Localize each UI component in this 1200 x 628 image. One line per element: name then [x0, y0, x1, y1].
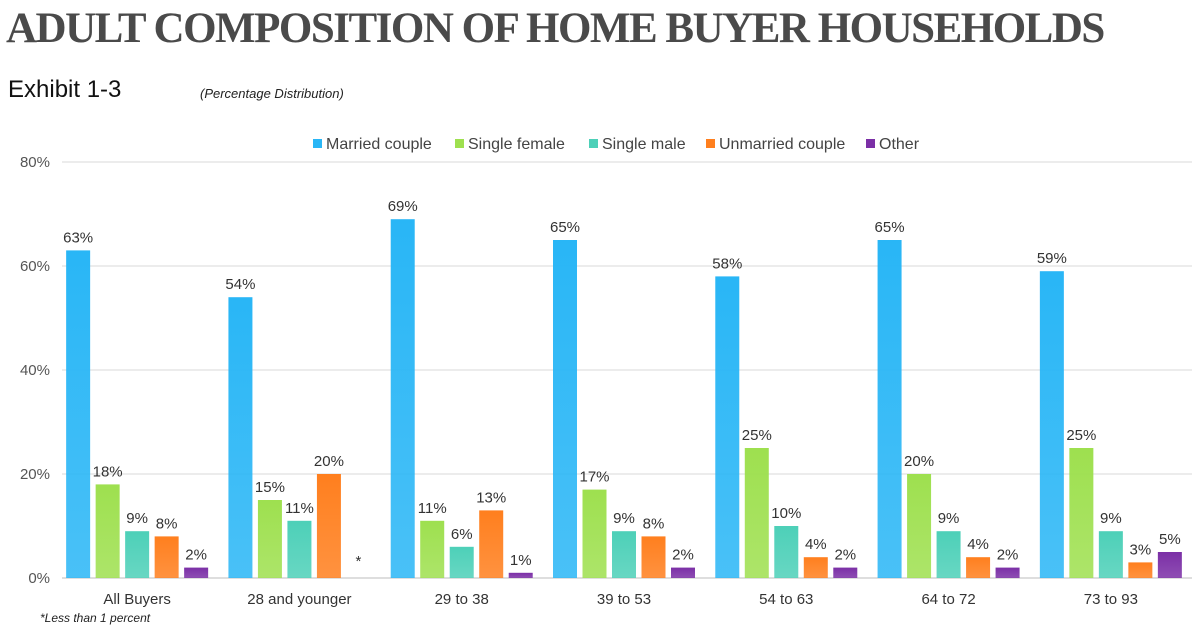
legend-swatch	[589, 139, 598, 148]
data-label: 20%	[904, 453, 934, 470]
data-label: 8%	[156, 515, 178, 532]
legend-entry: Single male	[602, 136, 686, 153]
bar-single-female	[907, 474, 932, 578]
bar-single-male	[936, 531, 961, 578]
data-label: 11%	[285, 500, 314, 517]
data-label: 18%	[93, 463, 123, 480]
data-label: 8%	[643, 515, 665, 532]
page-title: ADULT COMPOSITION OF HOME BUYER HOUSEHOL…	[6, 5, 1105, 52]
legend-entry: Married couple	[326, 136, 432, 153]
data-label: 25%	[1066, 427, 1096, 444]
data-label: 63%	[63, 229, 93, 246]
legend-swatch	[706, 139, 715, 148]
bar-unmarried-couple	[479, 510, 504, 578]
bar-single-female	[95, 484, 120, 578]
data-label: 2%	[997, 547, 1019, 564]
footnote: *Less than 1 percent	[40, 611, 151, 625]
bar-unmarried-couple	[641, 536, 666, 578]
bar-unmarried-couple	[154, 536, 179, 578]
data-label: 69%	[388, 198, 418, 215]
bar-married-couple	[553, 240, 577, 578]
data-label: *	[356, 553, 362, 570]
legend-entry: Unmarried couple	[719, 136, 845, 153]
bar-other	[508, 572, 533, 578]
data-label: 4%	[805, 536, 827, 553]
legend-swatch	[313, 139, 322, 148]
bar-single-female	[744, 448, 769, 578]
y-tick-label: 20%	[20, 466, 50, 483]
x-category-label: 54 to 63	[759, 591, 813, 608]
y-tick-label: 0%	[28, 570, 50, 587]
data-label: 20%	[314, 453, 344, 470]
legend-swatch	[455, 139, 464, 148]
data-label: 9%	[126, 510, 148, 527]
data-label: 15%	[255, 479, 285, 496]
data-label: 65%	[875, 219, 905, 236]
bar-married-couple	[877, 240, 902, 578]
bar-single-female	[1069, 448, 1094, 578]
data-label: 2%	[672, 547, 694, 564]
x-category-label: 29 to 38	[435, 591, 489, 608]
data-label: 54%	[225, 276, 255, 293]
bar-unmarried-couple	[1128, 562, 1153, 578]
data-label: 1%	[510, 552, 532, 569]
bar-single-male	[287, 520, 312, 578]
data-label: 9%	[938, 510, 960, 527]
bar-other	[833, 567, 858, 578]
data-label: 6%	[451, 526, 473, 543]
data-label: 2%	[185, 547, 207, 564]
data-label: 65%	[550, 219, 580, 236]
data-label: 25%	[742, 427, 772, 444]
bar-other	[184, 567, 209, 578]
y-tick-label: 40%	[20, 362, 50, 379]
data-label: 17%	[579, 469, 609, 486]
bar-other	[671, 567, 695, 578]
exhibit-label: Exhibit 1-3	[8, 76, 122, 103]
chart-subtitle: (Percentage Distribution)	[200, 86, 344, 101]
legend-entry: Single female	[468, 136, 565, 153]
bar-married-couple	[66, 250, 91, 578]
bar-single-male	[1098, 531, 1123, 578]
bar-single-female	[420, 520, 445, 578]
y-tick-label: 80%	[20, 154, 50, 171]
bar-single-male	[774, 526, 799, 578]
x-category-label: 73 to 93	[1084, 591, 1138, 608]
data-label: 59%	[1037, 250, 1067, 267]
data-label: 9%	[1100, 510, 1122, 527]
data-label: 3%	[1130, 541, 1152, 558]
bar-married-couple	[228, 297, 253, 578]
bar-single-female	[582, 489, 607, 578]
bar-married-couple	[1039, 271, 1064, 578]
data-label: 13%	[476, 489, 506, 506]
x-category-label: 64 to 72	[921, 591, 975, 608]
data-label: 4%	[967, 536, 989, 553]
data-label: 11%	[418, 500, 447, 517]
data-label: 5%	[1159, 531, 1181, 548]
bar-married-couple	[715, 276, 740, 578]
x-category-label: All Buyers	[103, 591, 171, 608]
legend-entry: Other	[879, 136, 920, 153]
bar-single-male	[612, 531, 636, 578]
data-label: 58%	[712, 255, 742, 272]
bar-single-female	[257, 500, 282, 578]
x-category-label: 39 to 53	[597, 591, 651, 608]
bar-other	[1157, 552, 1182, 578]
data-label: 2%	[834, 547, 856, 564]
data-label: 9%	[613, 510, 635, 527]
y-tick-label: 60%	[20, 258, 50, 275]
bar-single-male	[449, 546, 474, 578]
bar-unmarried-couple	[803, 557, 828, 578]
bar-married-couple	[390, 219, 415, 578]
bar-unmarried-couple	[316, 474, 341, 578]
bar-other	[995, 567, 1020, 578]
bar-single-male	[125, 531, 150, 578]
bar-unmarried-couple	[966, 557, 991, 578]
legend-swatch	[866, 139, 875, 148]
data-label: 10%	[771, 505, 801, 522]
x-category-label: 28 and younger	[247, 591, 351, 608]
